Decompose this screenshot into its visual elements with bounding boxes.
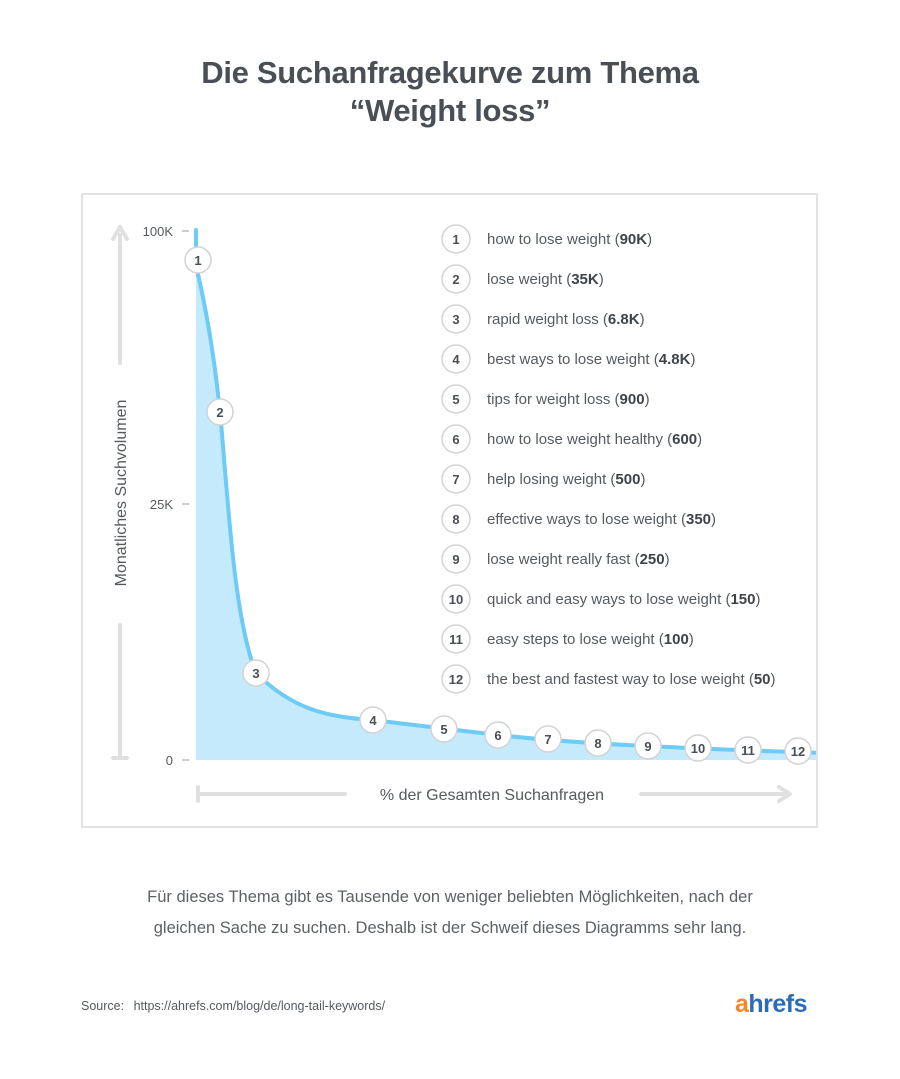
x-axis-label: % der Gesamten Suchanfragen xyxy=(380,787,604,804)
legend-marker xyxy=(441,264,471,294)
curve-marker-label: 11 xyxy=(741,743,755,758)
legend-item-text: lose weight really fast (250) xyxy=(487,551,670,568)
legend-item-text: best ways to lose weight (4.8K) xyxy=(487,351,695,368)
legend-marker-label: 3 xyxy=(452,312,459,327)
curve-marker xyxy=(430,715,458,743)
curve-marker-label: 4 xyxy=(369,713,377,728)
legend-item-text: easy steps to lose weight (100) xyxy=(487,631,694,648)
curve-marker xyxy=(206,398,234,426)
title-line-1: Die Suchanfragekurve zum Thema xyxy=(201,55,699,90)
legend-item-text: effective ways to lose weight (350) xyxy=(487,511,716,528)
curve-marker xyxy=(242,659,270,687)
curve-area-fill xyxy=(196,230,816,760)
curve-marker-label: 7 xyxy=(544,732,551,747)
legend-item-text: quick and easy ways to lose weight (150) xyxy=(487,591,761,608)
legend-marker-label: 7 xyxy=(452,472,459,487)
legend-marker xyxy=(441,504,471,534)
curve-marker-label: 8 xyxy=(594,736,601,751)
legend-marker-label: 12 xyxy=(449,672,463,687)
y-axis-label: Monatliches Suchvolumen xyxy=(113,400,130,587)
curve-marker xyxy=(734,736,762,764)
curve-marker-label: 12 xyxy=(791,744,805,759)
legend-item-text: how to lose weight healthy (600) xyxy=(487,431,702,448)
legend-marker xyxy=(441,624,471,654)
legend-marker xyxy=(441,664,471,694)
legend-marker-label: 2 xyxy=(452,272,459,287)
curve-marker xyxy=(634,732,662,760)
ahrefs-logo: ahrefs xyxy=(735,990,808,1019)
legend-marker-label: 8 xyxy=(452,512,459,527)
legend-marker-label: 6 xyxy=(452,432,459,447)
source-label: Source: xyxy=(81,999,125,1013)
legend-marker xyxy=(441,464,471,494)
curve-marker xyxy=(184,246,212,274)
y-tick-label: 100K xyxy=(143,224,174,239)
caption: Für dieses Thema gibt es Tausende von we… xyxy=(100,882,800,944)
legend-marker-label: 1 xyxy=(452,232,459,247)
legend-marker xyxy=(441,584,471,614)
curve-marker-label: 9 xyxy=(644,739,651,754)
curve-marker-label: 5 xyxy=(440,722,447,737)
chart-container: 100K 25K 0 Monatliches Suchvolumen % der Ges… xyxy=(81,193,818,828)
curve-marker-label: 3 xyxy=(252,666,259,681)
curve-marker-label: 1 xyxy=(194,253,201,268)
caption-line-1: Für dieses Thema gibt es Tausende von we… xyxy=(147,888,753,906)
legend-marker xyxy=(441,424,471,454)
legend-item-text: rapid weight loss (6.8K) xyxy=(487,311,645,328)
legend-marker xyxy=(441,224,471,254)
legend-marker-label: 5 xyxy=(452,392,459,407)
y-tick-label: 0 xyxy=(166,753,173,768)
title-line-2: “Weight loss” xyxy=(349,93,551,128)
logo-accent: a xyxy=(735,990,749,1018)
curve-marker-label: 10 xyxy=(691,741,705,756)
legend-marker xyxy=(441,544,471,574)
curve-marker xyxy=(359,706,387,734)
legend-item-text: tips for weight loss (900) xyxy=(487,391,650,408)
source-url[interactable]: https://ahrefs.com/blog/de/long-tail-key… xyxy=(133,999,386,1013)
logo-rest: hrefs xyxy=(748,990,808,1018)
legend-item-text: lose weight (35K) xyxy=(487,271,604,288)
curve-marker-label: 2 xyxy=(216,405,223,420)
legend-marker-label: 4 xyxy=(452,352,460,367)
legend-marker xyxy=(441,384,471,414)
curve-marker xyxy=(684,734,712,762)
legend-item-text: help losing weight (500) xyxy=(487,471,645,488)
curve-marker xyxy=(484,721,512,749)
legend-marker xyxy=(441,344,471,374)
curve-marker xyxy=(784,737,812,765)
legend-marker xyxy=(441,304,471,334)
curve-marker xyxy=(534,725,562,753)
legend-marker-label: 9 xyxy=(452,552,459,567)
curve-marker-label: 6 xyxy=(494,728,501,743)
legend-item-text: how to lose weight (90K) xyxy=(487,231,652,248)
legend-marker-label: 10 xyxy=(449,592,463,607)
caption-line-2: gleichen Sache zu suchen. Deshalb ist de… xyxy=(153,919,747,937)
source-line: Source: https://ahrefs.com/blog/de/long-… xyxy=(81,999,391,1013)
page-title: Die Suchanfragekurve zum Thema “Weight l… xyxy=(0,54,900,130)
y-axis-arrowhead xyxy=(111,225,129,241)
long-tail-chart: 100K 25K 0 Monatliches Suchvolumen % der Ges… xyxy=(111,224,816,804)
legend-item-text: the best and fastest way to lose weight … xyxy=(487,671,776,688)
y-tick-label: 25K xyxy=(150,497,173,512)
x-axis-arrowhead xyxy=(777,785,792,803)
curve-marker xyxy=(584,729,612,757)
legend-marker-label: 11 xyxy=(449,632,463,647)
